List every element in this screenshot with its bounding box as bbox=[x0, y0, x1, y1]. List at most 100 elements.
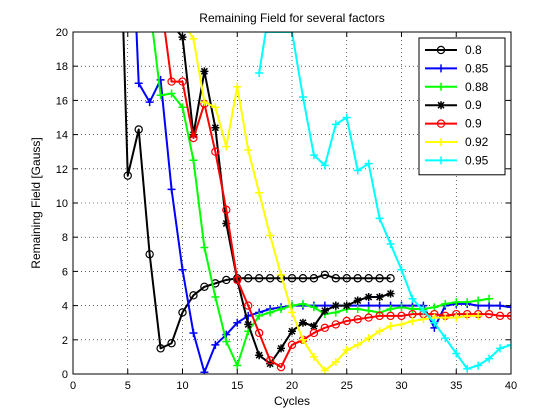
data-point bbox=[419, 306, 428, 315]
data-point bbox=[200, 98, 209, 107]
data-point bbox=[485, 301, 494, 310]
x-tick-label: 5 bbox=[125, 380, 131, 392]
data-point bbox=[255, 69, 264, 78]
data-point bbox=[167, 77, 176, 86]
y-tick-label: 14 bbox=[56, 130, 68, 142]
data-point bbox=[408, 294, 417, 303]
data-point bbox=[375, 311, 384, 321]
data-point bbox=[484, 309, 494, 319]
data-point bbox=[287, 340, 297, 350]
data-point bbox=[167, 185, 176, 194]
data-point bbox=[375, 293, 384, 302]
data-point bbox=[233, 361, 242, 370]
data-point bbox=[298, 335, 307, 344]
legend-entry: 0.88 bbox=[425, 80, 489, 94]
data-point bbox=[222, 219, 231, 228]
data-point bbox=[189, 328, 198, 337]
data-point bbox=[134, 125, 143, 134]
legend-label: 0.85 bbox=[465, 61, 489, 75]
data-point bbox=[320, 161, 329, 170]
data-point bbox=[233, 318, 242, 327]
chart-title: Remaining Field for several factors bbox=[199, 11, 384, 25]
data-point bbox=[222, 142, 231, 151]
data-point bbox=[145, 98, 154, 107]
data-point bbox=[441, 313, 450, 322]
data-point bbox=[463, 364, 472, 373]
data-point bbox=[211, 340, 220, 349]
data-point bbox=[485, 354, 494, 363]
data-point bbox=[309, 352, 318, 361]
data-point bbox=[254, 274, 264, 283]
data-point bbox=[320, 366, 329, 374]
data-point bbox=[364, 159, 373, 168]
data-point bbox=[353, 305, 362, 314]
data-point bbox=[353, 315, 362, 324]
data-point bbox=[309, 322, 318, 331]
data-point bbox=[375, 301, 384, 310]
data-point bbox=[463, 298, 472, 307]
data-point bbox=[211, 123, 220, 132]
data-point bbox=[342, 346, 351, 355]
ticks: 0 5 10 15 20 25 30 35 40 0 2 4 6 8 10 12 14 16 18 20 bbox=[56, 27, 517, 392]
data-point bbox=[200, 282, 209, 291]
data-point bbox=[265, 356, 275, 365]
data-point bbox=[287, 274, 297, 283]
y-tick-label: 4 bbox=[62, 301, 68, 313]
data-point bbox=[277, 305, 286, 314]
data-point bbox=[189, 156, 198, 165]
data-point bbox=[441, 299, 450, 308]
y-tick-label: 6 bbox=[62, 266, 68, 278]
data-point bbox=[397, 311, 406, 321]
data-point bbox=[386, 322, 395, 331]
legend-label: 0.9 bbox=[465, 117, 482, 131]
legend-entry: 0.9 bbox=[425, 117, 482, 131]
data-point bbox=[277, 270, 286, 279]
data-point bbox=[178, 33, 187, 42]
data-point bbox=[189, 291, 198, 300]
series-7 bbox=[255, 32, 511, 373]
data-point bbox=[441, 334, 450, 343]
data-point bbox=[386, 240, 395, 249]
data-point bbox=[167, 89, 176, 98]
data-point bbox=[211, 147, 220, 156]
legend-entry: 0.9 bbox=[425, 98, 482, 112]
data-point bbox=[364, 313, 373, 322]
legend-label: 0.8 bbox=[465, 43, 482, 57]
data-point bbox=[145, 250, 154, 259]
data-point bbox=[452, 313, 461, 322]
data-point bbox=[309, 274, 319, 283]
series-line bbox=[188, 32, 479, 372]
x-tick-label: 20 bbox=[286, 380, 298, 392]
data-point bbox=[342, 274, 351, 283]
legend-marker bbox=[437, 101, 445, 110]
x-tick-label: 40 bbox=[505, 380, 517, 392]
data-point bbox=[211, 293, 220, 302]
data-point bbox=[397, 265, 406, 274]
legend-marker bbox=[437, 156, 445, 165]
data-point bbox=[397, 303, 406, 312]
data-point bbox=[474, 311, 483, 320]
data-point bbox=[320, 323, 330, 333]
data-point bbox=[320, 306, 329, 315]
y-tick-label: 8 bbox=[62, 232, 68, 244]
data-point bbox=[320, 270, 330, 280]
data-point bbox=[452, 349, 461, 358]
data-point bbox=[309, 303, 318, 312]
data-point bbox=[167, 339, 176, 348]
data-point bbox=[353, 296, 362, 305]
data-point bbox=[331, 274, 340, 283]
data-point bbox=[353, 340, 362, 349]
data-point bbox=[495, 311, 505, 321]
data-point bbox=[474, 361, 483, 370]
x-tick-label: 25 bbox=[341, 380, 353, 392]
data-point bbox=[211, 103, 220, 112]
y-tick-label: 2 bbox=[62, 335, 68, 347]
data-point bbox=[189, 133, 198, 143]
data-point bbox=[222, 275, 231, 285]
data-point bbox=[452, 298, 461, 307]
series-6 bbox=[188, 32, 483, 374]
data-point bbox=[134, 79, 143, 88]
data-point bbox=[419, 315, 428, 324]
